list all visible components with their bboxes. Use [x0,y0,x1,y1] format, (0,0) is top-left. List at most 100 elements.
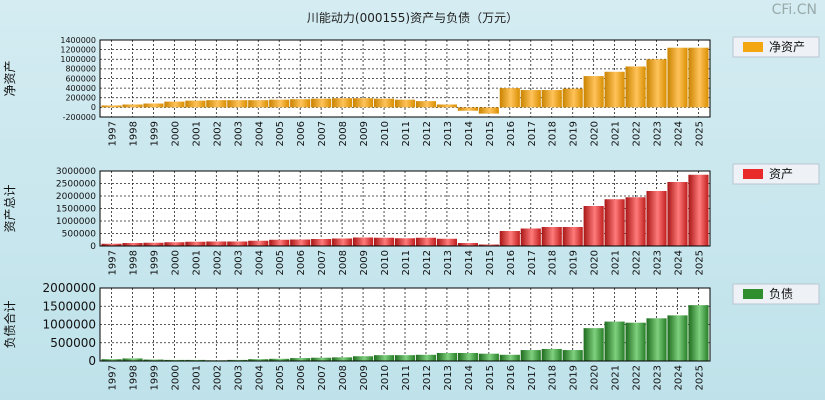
bar-2007 [311,357,332,361]
x-tick-label: 2013 [443,365,454,390]
bar-2011 [394,99,416,108]
y-tick-label: 1500000 [56,205,96,215]
x-tick-label: 2001 [191,365,202,390]
bar-2020 [583,328,604,361]
x-tick-label: 2012 [422,121,433,146]
bar-2013 [436,238,457,246]
bar-2012 [415,101,437,108]
x-tick-label: 2000 [170,250,181,275]
bar-2002 [206,100,227,108]
bar-2016 [499,231,520,246]
bar-2023 [646,191,667,246]
bar-2009 [353,237,374,246]
x-tick-label: 2004 [254,250,265,275]
x-tick-label: 2014 [464,250,475,275]
y-tick-label: 1000000 [43,318,96,332]
x-tick-label: 1998 [128,250,139,275]
x-tick-label: 2017 [527,121,538,146]
x-tick-label: 2010 [380,365,391,390]
bar-1999 [143,359,164,361]
y-tick-label: 2000000 [56,192,96,202]
x-tick-label: 2024 [674,250,685,275]
bar-2015 [478,107,499,114]
x-tick-label: 2004 [254,121,265,146]
x-tick-label: 2015 [485,121,496,146]
x-tick-label: 2018 [548,121,559,146]
y-tick-label: 1000000 [56,217,96,227]
legend-swatch [743,289,763,299]
bar-2024 [667,315,688,361]
y-tick-label: 3000000 [56,167,96,177]
chart-title: 川能动力(000155)资产与负债（万元） [306,11,519,25]
y-tick-label: 800000 [65,65,96,74]
bar-2011 [394,238,416,246]
panel-1: 0 500000 1000000 1500000 2000000 2500000 30000… [3,163,820,275]
bar-2019 [562,227,583,246]
x-tick-label: 2015 [485,365,496,390]
x-tick-label: 2017 [527,365,538,390]
x-tick-label: 2019 [569,121,580,146]
y-tick-label: 200000 [65,94,96,103]
bar-2012 [415,237,437,246]
y-tick-label: 2000000 [43,281,96,295]
bar-2018 [541,227,562,246]
x-tick-label: 2002 [212,121,223,146]
y-tick-label: 2500000 [56,180,96,190]
bar-1999 [143,103,164,108]
bar-2023 [646,59,667,108]
bar-2001 [185,100,206,108]
plot-border [99,170,711,247]
bar-2000 [164,101,185,108]
x-tick-label: 2008 [338,365,349,390]
x-tick-label: 2005 [275,250,286,275]
bar-2025 [688,174,709,246]
bar-1998 [122,358,143,361]
bar-2025 [688,47,709,108]
x-tick-label: 2018 [548,365,559,390]
legend-swatch [743,169,763,179]
legend-label: 负债 [769,287,793,301]
x-tick-label: 2007 [317,250,328,275]
bar-2021 [604,199,625,246]
x-tick-label: 2019 [569,365,580,390]
bar-2016 [499,354,520,361]
x-tick-label: 2019 [569,250,580,275]
x-tick-label: 2013 [443,121,454,146]
bar-1997 [101,243,122,246]
bar-2010 [373,98,395,108]
bar-1998 [122,104,143,108]
x-tick-label: 2009 [359,365,370,390]
x-tick-label: 2024 [674,121,685,146]
bar-2004 [248,359,269,361]
x-tick-label: 2005 [275,121,286,146]
y-tick-label: 0 [90,242,96,252]
bar-2001 [185,241,206,246]
bar-2017 [520,350,541,361]
x-tick-label: 2006 [296,121,307,146]
bar-2023 [646,318,667,361]
x-tick-label: 2025 [694,365,705,390]
plot-border [99,39,711,118]
y-tick-label: 0 [91,103,96,112]
bar-2009 [353,98,374,108]
x-tick-label: 2012 [422,365,433,390]
bar-2021 [604,71,625,108]
x-tick-label: 2000 [170,121,181,146]
plot-border [99,287,711,362]
x-tick-label: 2025 [694,121,705,146]
bar-2021 [604,321,625,361]
bar-2008 [332,238,353,246]
bar-2006 [290,239,311,246]
bar-2010 [373,237,395,246]
bar-2015 [478,244,499,246]
x-tick-label: 2009 [359,121,370,146]
x-tick-label: 2016 [506,250,517,275]
x-tick-label: 2011 [401,121,412,146]
x-tick-label: 2022 [632,250,643,275]
bar-2013 [436,104,457,108]
x-tick-label: 2008 [338,121,349,146]
y-tick-label: 1200000 [60,45,96,54]
y-tick-label: -200000 [63,113,96,122]
bar-2004 [248,240,269,246]
